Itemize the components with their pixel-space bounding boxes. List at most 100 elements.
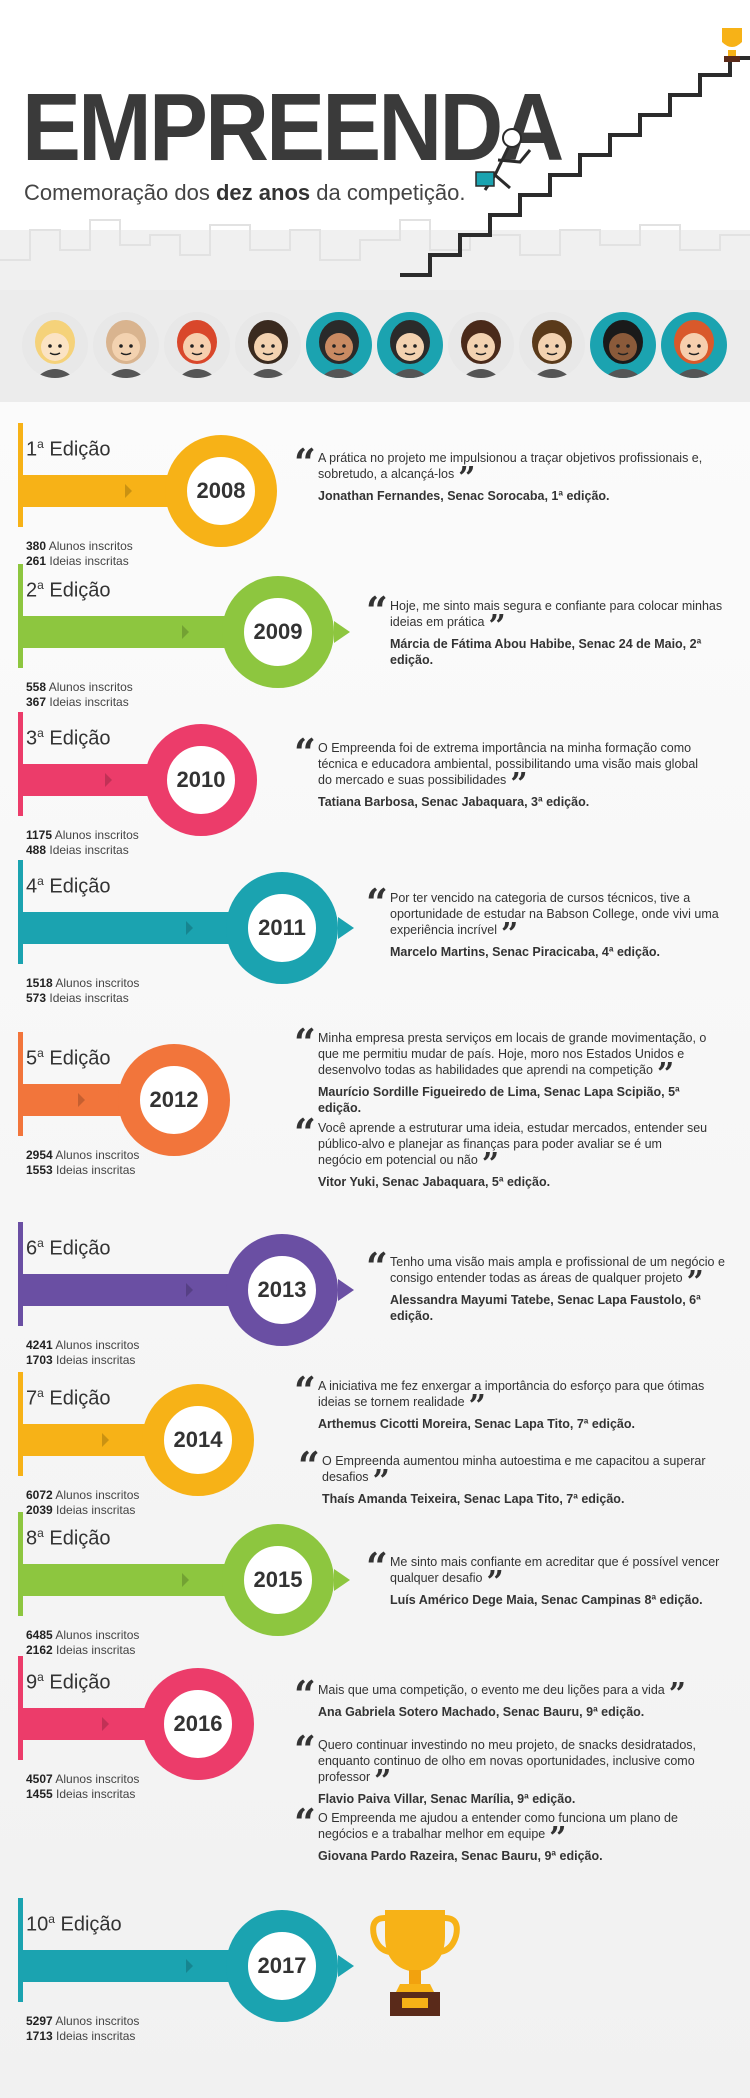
redhead-woman-avatar — [164, 312, 230, 378]
bar-arrow-icon — [102, 1433, 109, 1447]
open-quote-icon: “ — [294, 1672, 316, 1717]
year-label: 2015 — [253, 1567, 303, 1592]
testimonial: “A iniciativa me fez enxergar a importân… — [294, 1372, 708, 1432]
year-label: 2016 — [173, 1711, 223, 1736]
page-title: EMPREENDA — [22, 74, 564, 181]
testimonial-text: Por ter vencido na categoria de cursos t… — [390, 891, 719, 937]
bar-arrow-icon — [78, 1093, 85, 1107]
bald-man-avatar — [93, 312, 159, 378]
climber-icon — [475, 128, 532, 191]
testimonial: “Você aprende a estruturar uma ideia, es… — [294, 1114, 708, 1190]
bar-arrow-icon — [186, 921, 193, 935]
bar-arrow-icon — [182, 625, 189, 639]
close-quote-icon: ” — [549, 1821, 567, 1856]
edition-stats: 4241 Alunos inscritos 1703 Ideias inscrit… — [26, 1338, 139, 1368]
ideas-count: 573 Ideias inscritas — [26, 991, 129, 1005]
trophy-icon — [370, 1910, 460, 2016]
close-quote-icon: ” — [510, 767, 528, 802]
testimonial: “Hoje, me sinto mais segura e confiante … — [366, 592, 735, 668]
edition-stats: 558 Alunos inscritos 367 Ideias inscritas — [26, 680, 133, 710]
edition-stats: 1518 Alunos inscritos 573 Ideias inscrita… — [26, 976, 139, 1006]
students-count: 4507 Alunos inscritos — [26, 1772, 140, 1786]
year-ring: 2015 — [222, 1524, 334, 1636]
open-quote-icon: “ — [366, 1244, 388, 1289]
students-count: 1518 Alunos inscritos — [26, 976, 140, 990]
testimonial-author: Marcelo Martins, Senac Piracicaba, 4ª ed… — [390, 945, 661, 959]
year-label: 2014 — [173, 1427, 223, 1452]
year-ring: 2016 — [142, 1668, 254, 1780]
year-ring: 2012 — [118, 1044, 230, 1156]
edition-title: 7a Edição — [26, 1386, 111, 1410]
bar-arrow-icon — [186, 1283, 193, 1297]
close-quote-icon: ” — [686, 1265, 704, 1300]
testimonial: “A prática no projeto me impulsionou a t… — [294, 444, 708, 504]
ring-pointer-icon — [334, 621, 350, 643]
edition-title: 6a Edição — [26, 1236, 111, 1260]
open-quote-icon: “ — [294, 730, 316, 775]
year-label: 2008 — [196, 478, 246, 503]
year-label: 2013 — [257, 1277, 307, 1302]
testimonial-text: Tenho uma visão mais ampla e profissiona… — [390, 1255, 725, 1285]
testimonial: “Por ter vencido na categoria de cursos … — [366, 884, 735, 960]
ideas-count: 367 Ideias inscritas — [26, 695, 129, 709]
testimonial-text: O Empreenda foi de extrema importância n… — [318, 741, 699, 787]
city-skyline-illustration — [0, 219, 750, 290]
testimonial: “Quero continuar investindo no meu proje… — [294, 1731, 708, 1807]
year-ring: 2017 — [226, 1910, 338, 2022]
testimonial-text: O Empreenda me ajudou a entender como fu… — [318, 1811, 678, 1841]
open-quote-icon: “ — [294, 1020, 316, 1065]
ring-pointer-icon — [338, 1955, 354, 1977]
students-count: 1175 Alunos inscritos — [26, 828, 139, 842]
year-label: 2012 — [149, 1087, 199, 1112]
year-label: 2011 — [258, 915, 306, 940]
ideas-count: 488 Ideias inscritas — [26, 843, 129, 857]
year-label: 2009 — [253, 619, 303, 644]
edition-title: 1a Edição — [26, 437, 111, 461]
ring-pointer-icon — [338, 1279, 354, 1301]
edition-stats: 380 Alunos inscritos 261 Ideias inscritas — [26, 539, 133, 569]
students-count: 558 Alunos inscritos — [26, 680, 133, 694]
ring-pointer-icon — [338, 917, 354, 939]
brunette-woman-avatar — [448, 312, 514, 378]
open-quote-icon: “ — [294, 1727, 316, 1772]
page-subtitle: Comemoração dos dez anos da competição. — [24, 180, 466, 205]
year-ring: 2008 — [165, 435, 277, 547]
bearded-man-avatar — [377, 312, 443, 378]
testimonial-text: Você aprende a estruturar uma ideia, est… — [318, 1121, 708, 1167]
students-count: 2954 Alunos inscritos — [26, 1148, 140, 1162]
testimonial-text: Hoje, me sinto mais segura e confiante p… — [390, 599, 723, 629]
year-ring: 2013 — [226, 1234, 338, 1346]
testimonial: “Mais que uma competição, o evento me de… — [294, 1676, 708, 1720]
year-ring: 2009 — [222, 576, 334, 688]
edition-title: 5a Edição — [26, 1046, 111, 1070]
bar-arrow-icon — [102, 1717, 109, 1731]
open-quote-icon: “ — [294, 440, 316, 485]
testimonial-author: Márcia de Fátima Abou Habibe, Senac 24 d… — [390, 637, 702, 667]
testimonial-text: A prática no projeto me impulsionou a tr… — [318, 451, 703, 481]
edition-title: 3a Edição — [26, 726, 111, 750]
open-quote-icon: “ — [298, 1443, 320, 1488]
close-quote-icon: ” — [486, 1565, 504, 1600]
year-ring: 2010 — [145, 724, 257, 836]
testimonial-text: Minha empresa presta serviços em locais … — [318, 1031, 707, 1077]
testimonial-text: Quero continuar investindo no meu projet… — [318, 1738, 697, 1784]
testimonial-author: Flavio Paiva Villar, Senac Marília, 9ª e… — [318, 1792, 576, 1806]
ideas-count: 261 Ideias inscritas — [26, 554, 129, 568]
year-label: 2010 — [176, 767, 226, 792]
ideas-count: 2162 Ideias inscritas — [26, 1643, 136, 1657]
avatars-band — [0, 290, 750, 402]
close-quote-icon: ” — [374, 1764, 392, 1799]
testimonial-author: Vitor Yuki, Senac Jabaquara, 5ª edição. — [318, 1175, 551, 1189]
testimonial-author: Thaís Amanda Teixeira, Senac Lapa Tito, … — [322, 1492, 625, 1506]
blonde-woman-avatar — [22, 312, 88, 378]
close-quote-icon: ” — [372, 1464, 390, 1499]
testimonial: “O Empreenda me ajudou a entender como f… — [294, 1804, 708, 1864]
ideas-count: 1553 Ideias inscritas — [26, 1163, 136, 1177]
students-count: 380 Alunos inscritos — [26, 539, 133, 553]
close-quote-icon: ” — [656, 1057, 675, 1092]
students-count: 5297 Alunos inscritos — [26, 2014, 140, 2028]
close-quote-icon: ” — [668, 1677, 686, 1712]
testimonial-author: Jonathan Fernandes, Senac Sorocaba, 1ª e… — [318, 489, 610, 503]
testimonial-text: O Empreenda aumentou minha autoestima e … — [322, 1454, 706, 1484]
edition-title: 2a Edição — [26, 578, 111, 602]
